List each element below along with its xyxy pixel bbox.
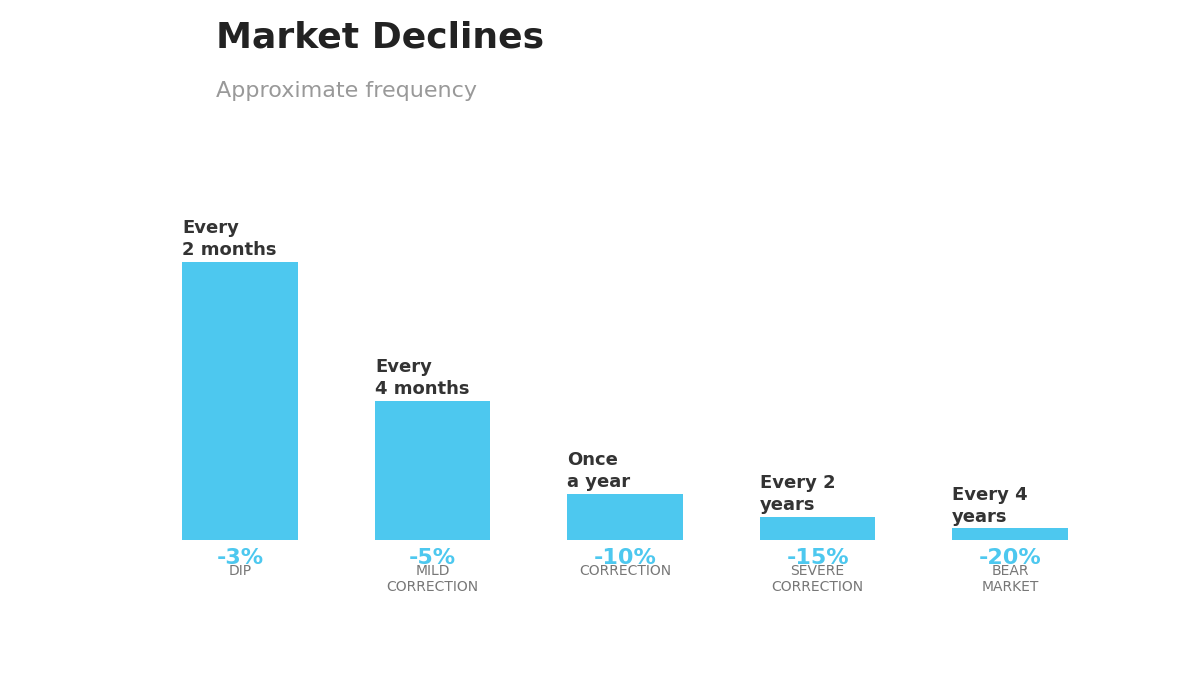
Text: -20%: -20% (979, 548, 1042, 568)
Bar (953, 529, 1068, 540)
Bar (760, 517, 875, 540)
Text: -10%: -10% (594, 548, 656, 568)
Text: DIP: DIP (229, 564, 252, 578)
Text: CORRECTION: CORRECTION (580, 564, 671, 578)
Bar (568, 493, 683, 540)
Bar (182, 262, 298, 540)
Text: SEVERE
CORRECTION: SEVERE CORRECTION (772, 564, 864, 594)
Text: -5%: -5% (409, 548, 456, 568)
Text: MILD
CORRECTION: MILD CORRECTION (386, 564, 479, 594)
Text: Every
4 months: Every 4 months (374, 358, 469, 398)
Text: BEAR
MARKET: BEAR MARKET (982, 564, 1039, 594)
Text: -15%: -15% (786, 548, 848, 568)
Text: Every
2 months: Every 2 months (182, 219, 277, 259)
Bar (374, 401, 491, 540)
Text: Market Declines: Market Declines (216, 20, 544, 54)
Text: Once
a year: Once a year (568, 451, 630, 491)
Text: -3%: -3% (217, 548, 264, 568)
Text: Every 4
years: Every 4 years (953, 486, 1028, 526)
Text: Every 2
years: Every 2 years (760, 475, 835, 514)
Text: Approximate frequency: Approximate frequency (216, 81, 478, 101)
